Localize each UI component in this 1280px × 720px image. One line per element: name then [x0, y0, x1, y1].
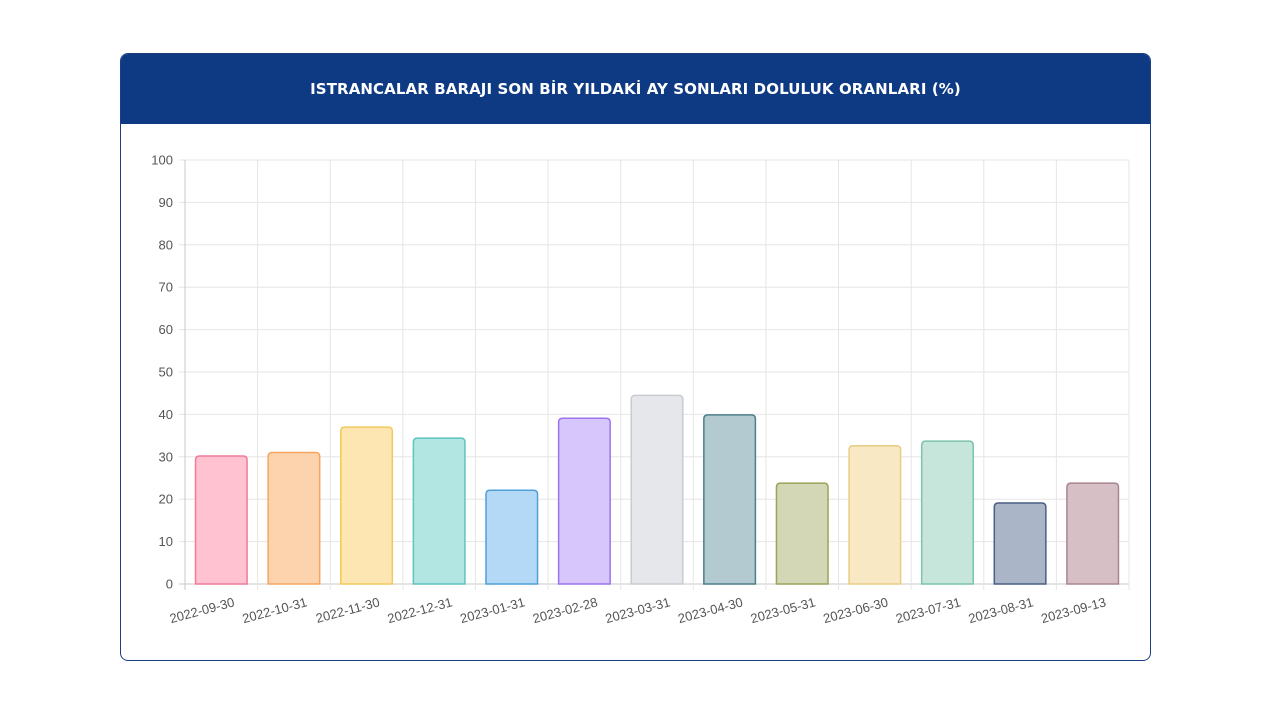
bar-2023-07-31[interactable] [920, 440, 974, 585]
x-tick-label: 2023-04-30 [676, 594, 744, 626]
chart-header: ISTRANCALAR BARAJI SON BİR YILDAKİ AY SO… [121, 54, 1150, 124]
x-tick-label: 2023-08-31 [967, 594, 1035, 626]
y-tick-label: 80 [159, 237, 173, 252]
x-tick-label: 2023-07-31 [894, 594, 962, 626]
x-tick-label: 2023-05-31 [749, 594, 817, 626]
bar-2023-06-30[interactable] [848, 445, 902, 585]
bar-2023-03-31[interactable] [630, 394, 684, 585]
chart-bars [194, 394, 1120, 585]
bar-chart: 0 10 20 30 40 50 60 70 80 90 100 2022-09-30 2022-10-… [151, 153, 1130, 626]
x-tick-label: 2022-10-31 [241, 594, 309, 626]
x-tick-label: 2023-03-31 [604, 594, 672, 626]
bar-2023-09-13[interactable] [1066, 482, 1120, 585]
y-tick-label: 30 [159, 449, 173, 464]
bar-2022-09-30[interactable] [194, 455, 248, 585]
chart-card: ISTRANCALAR BARAJI SON BİR YILDAKİ AY SO… [120, 53, 1151, 661]
y-tick-label: 100 [151, 153, 173, 168]
y-tick-label: 70 [159, 280, 173, 295]
bar-2023-02-28[interactable] [557, 417, 611, 585]
y-tick-label: 40 [159, 407, 173, 422]
y-tick-label: 10 [159, 534, 173, 549]
bar-2023-01-31[interactable] [485, 489, 539, 585]
x-tick-label: 2022-11-30 [314, 594, 381, 625]
y-tick-label: 90 [159, 195, 173, 210]
bar-2022-12-31[interactable] [412, 437, 466, 585]
y-tick-label: 0 [166, 577, 173, 592]
y-tick-label: 50 [159, 365, 173, 380]
x-tick-label: 2023-06-30 [822, 594, 890, 626]
chart-title: ISTRANCALAR BARAJI SON BİR YILDAKİ AY SO… [310, 80, 961, 98]
bar-2023-08-31[interactable] [993, 502, 1047, 585]
y-tick-label: 20 [159, 492, 173, 507]
y-tick-label: 60 [159, 322, 173, 337]
x-tick-label: 2023-02-28 [531, 594, 599, 626]
x-tick-label: 2022-12-31 [386, 594, 454, 626]
bar-2022-10-31[interactable] [267, 451, 321, 585]
bar-2023-05-31[interactable] [775, 482, 829, 585]
x-tick-label: 2023-01-31 [458, 594, 526, 626]
bar-2022-11-30[interactable] [340, 426, 394, 585]
x-tick-label: 2022-09-30 [168, 594, 236, 626]
bar-2023-04-30[interactable] [703, 414, 757, 585]
x-tick-label: 2023-09-13 [1039, 594, 1107, 626]
